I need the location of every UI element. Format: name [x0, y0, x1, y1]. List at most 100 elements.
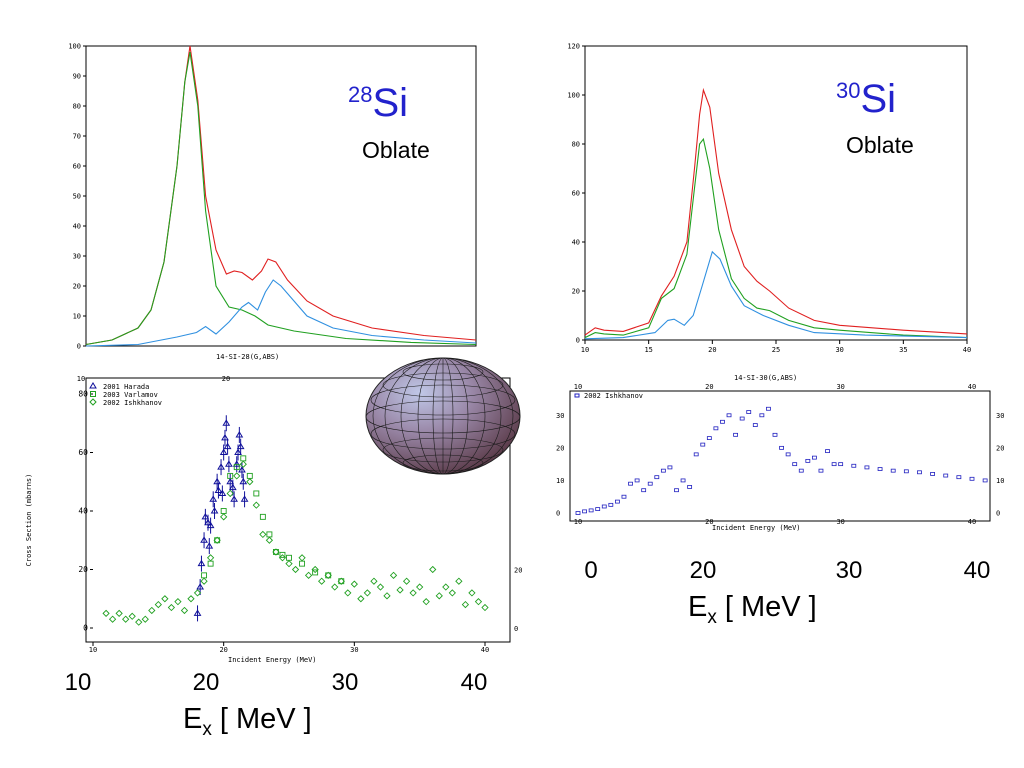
y-tick-label: 30 [73, 253, 81, 261]
x-tick-label-top: 30 [836, 383, 844, 391]
series-group [85, 45, 477, 347]
data-point [239, 460, 247, 468]
legend-marker [89, 382, 97, 389]
data-point [693, 452, 699, 457]
data-point [232, 460, 241, 467]
x-tick-label-top: 40 [968, 383, 976, 391]
data-point [318, 577, 326, 585]
data-point [654, 475, 660, 480]
y-tick-label: 30 [556, 412, 564, 420]
data-point [210, 507, 219, 514]
axis-title-unit: [ MeV ] [220, 703, 312, 735]
data-point [785, 452, 791, 457]
data-point [337, 577, 345, 585]
y-tick-label: 90 [73, 73, 81, 81]
x-tick-label: 20 [222, 375, 230, 383]
data-point [154, 600, 162, 609]
data-point [825, 449, 830, 454]
overlay-tick-label: 40 [964, 557, 991, 584]
y-axis: 0 10 20 30 40 50 60 70 80 90 100 [68, 43, 86, 351]
data-point [128, 612, 136, 620]
data-point [240, 495, 249, 502]
x-tick-label: 35 [899, 346, 907, 354]
data-point [759, 413, 765, 418]
data-point [259, 530, 267, 539]
data-point [148, 606, 156, 615]
data-point [206, 554, 215, 562]
overlay-tick-label: 10 [65, 669, 92, 696]
data-point [193, 589, 202, 597]
x-tick-label: 10 [89, 646, 97, 654]
y-tick-label: 0 [576, 337, 580, 345]
data-point [344, 589, 352, 597]
data-point [272, 548, 280, 556]
data-point [601, 504, 607, 509]
axis-title-sub: x [202, 719, 212, 740]
data-point [331, 583, 339, 591]
y-tick-label: 20 [78, 565, 88, 574]
data-point [956, 475, 962, 480]
data-point [221, 433, 229, 441]
series-line [584, 137, 968, 339]
data-point [357, 595, 365, 603]
shape-label: Oblate [846, 132, 914, 158]
shape-label: Oblate [362, 137, 430, 163]
data-point [634, 478, 640, 483]
overlay-axis-title: Ex [ MeV ] [183, 703, 312, 740]
axis-title-sub: x [707, 607, 717, 628]
data-point [667, 465, 673, 470]
y-tick-label: 40 [572, 239, 580, 247]
series-group [584, 87, 968, 340]
axis-title-main: E [183, 703, 202, 735]
data-point [213, 536, 221, 544]
data-point [474, 598, 483, 606]
si30-theory-chart: 0 20 40 60 80 100 120 10 15 20 25 30 35 40 14-SI-30(G… [567, 43, 971, 383]
data-point [115, 609, 123, 618]
data-point [481, 603, 489, 612]
isotope-mass: 28 [348, 82, 372, 107]
data-point [772, 432, 778, 437]
data-point [226, 477, 235, 485]
data-point [122, 615, 130, 623]
y-tick-label: 100 [68, 43, 81, 51]
data-point [200, 577, 208, 585]
x-axis-label: Incident Energy (MeV) [228, 656, 317, 664]
data-point [161, 595, 169, 603]
data-point [812, 455, 817, 460]
data-point [917, 470, 922, 475]
x-tick-label: 10 [77, 375, 85, 383]
series-line [85, 45, 477, 346]
data-point [252, 501, 260, 509]
overlay-axis-right: 0 20 30 40 Ex [ MeV ] [584, 557, 990, 628]
overlay-tick-label: 0 [584, 557, 597, 584]
data-point [461, 600, 470, 609]
y-tick-label: 80 [73, 103, 81, 111]
y-tick-label-right: 0 [996, 510, 1000, 518]
data-point [370, 577, 378, 585]
data-point [214, 486, 223, 494]
data-point [233, 472, 241, 480]
y-tick-label: 80 [572, 141, 580, 149]
data-point [739, 416, 745, 421]
data-point [713, 426, 719, 431]
data-point [628, 481, 633, 486]
data-point [733, 432, 738, 437]
legend-label: 2001 Harada [103, 383, 149, 391]
series-group [575, 406, 988, 515]
data-point [448, 589, 456, 597]
data-point [641, 488, 647, 493]
data-point [982, 478, 988, 483]
y-tick-label: 60 [73, 163, 81, 171]
data-point [363, 589, 372, 597]
x-axis-label: 14-SI-30(G,ABS) [734, 374, 797, 382]
data-point [240, 455, 247, 462]
y-tick-label: 0 [77, 343, 81, 351]
data-point [798, 468, 804, 473]
x-tick-label: 40 [968, 518, 976, 526]
data-point [234, 448, 242, 455]
data-point [246, 472, 253, 479]
data-point [389, 571, 398, 579]
y-tick-label: 10 [556, 477, 564, 485]
